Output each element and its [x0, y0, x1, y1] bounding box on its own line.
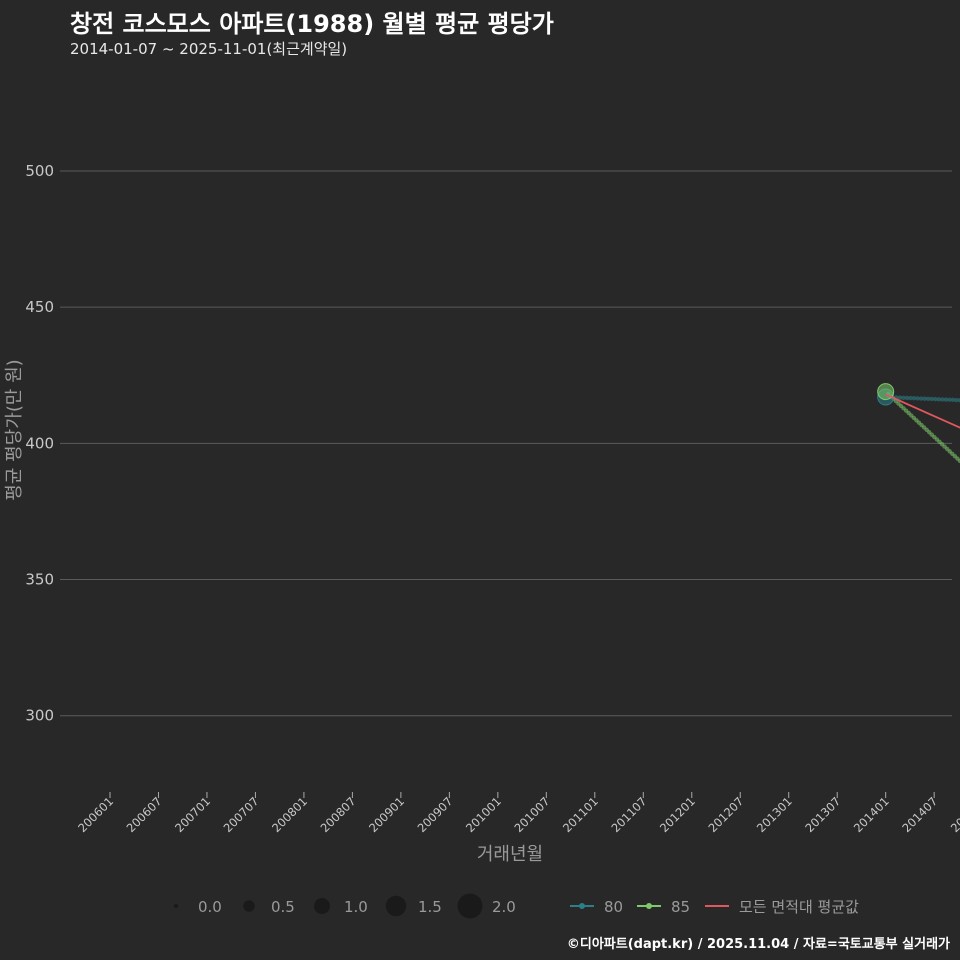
series-legend-label: 모든 면적대 평균값 — [739, 898, 859, 916]
series-legend-label: 85 — [671, 898, 690, 916]
x-tick-label: 201001 — [463, 794, 504, 835]
s80-trail-dot — [904, 395, 910, 401]
s80-trail-dot — [936, 397, 942, 402]
size-legend-dot — [385, 895, 407, 917]
x-tick-label: 201307 — [802, 794, 843, 835]
x-tick-label: 201301 — [754, 794, 795, 835]
s80-trail-dot — [940, 397, 945, 402]
series-legend-dot — [579, 903, 585, 909]
x-tick-label: 200701 — [172, 794, 213, 835]
x-tick-label: 200907 — [415, 794, 456, 835]
s80-trail-dot — [947, 397, 952, 402]
y-tick-label: 400 — [25, 434, 54, 452]
s80-trail-dot — [918, 396, 924, 401]
x-tick-label: 201107 — [608, 794, 649, 835]
x-tick-label: 201101 — [560, 794, 601, 835]
chart-subtitle: 2014-01-07 ~ 2025-11-01(최근계약일) — [70, 40, 348, 58]
size-legend-label: 0.5 — [271, 898, 295, 916]
s85-trail-dot — [957, 458, 960, 464]
size-legend-dot — [243, 900, 255, 912]
s80-trail-dot — [911, 396, 917, 401]
series-legend-dot — [646, 903, 652, 909]
s80-trail-dot — [943, 397, 949, 402]
x-tick-label: 200901 — [366, 794, 407, 835]
x-tick-label: 200807 — [318, 794, 359, 835]
x-tick-label: 200707 — [221, 794, 262, 835]
s80-trail-dot — [922, 396, 927, 401]
size-legend-label: 1.5 — [418, 898, 442, 916]
x-tick-label: 201401 — [851, 794, 892, 835]
size-legend-dot — [457, 893, 483, 919]
size-legend-label: 0.0 — [198, 898, 222, 916]
s80-trail-dot — [925, 396, 931, 402]
x-axis-label: 거래년월 — [477, 844, 543, 865]
source-footer: ©디아파트(dapt.kr) / 2025.11.04 / 자료=국토교통부 실… — [566, 937, 950, 952]
y-axis-label: 평균 평당가(만 원) — [4, 359, 25, 500]
s80-trail-dot — [897, 395, 903, 400]
s80-trail-dot — [901, 395, 906, 400]
x-tick-label: 200601 — [75, 794, 116, 835]
s80-trail-dot — [950, 397, 956, 403]
s80-trail-dot — [908, 395, 913, 401]
s80-trail-dot — [915, 396, 920, 401]
y-tick-label: 450 — [25, 298, 54, 316]
size-legend-label: 2.0 — [492, 898, 516, 916]
s80-trail-dot — [933, 396, 938, 402]
y-tick-label: 500 — [25, 162, 54, 180]
x-tick-label: 201007 — [511, 794, 552, 835]
y-tick-label: 300 — [25, 707, 54, 725]
legend: 0.0 0.5 1.0 1.5 2.0 80 85 모든 면적대 평균값 — [174, 893, 859, 919]
chart-title: 창전 코스모스 아파트(1988) 월별 평균 평당가 — [70, 10, 554, 38]
series-legend-label: 80 — [604, 898, 623, 916]
x-tick-label: 201201 — [657, 794, 698, 835]
s80-trail-dot — [954, 397, 959, 403]
s80-trail-dot — [929, 396, 934, 402]
x-tick-label: 200801 — [269, 794, 310, 835]
x-tick-label: 201207 — [705, 794, 746, 835]
x-tick-label: 201407 — [899, 794, 940, 835]
size-legend-dot — [314, 898, 330, 914]
size-legend-label: 1.0 — [344, 898, 368, 916]
s80-trail-dot — [957, 397, 960, 403]
y-tick-label: 350 — [25, 571, 54, 589]
x-tick-label: 200607 — [124, 794, 165, 835]
x-tick-label: 201501 — [948, 794, 960, 835]
size-legend-dot — [174, 904, 178, 908]
